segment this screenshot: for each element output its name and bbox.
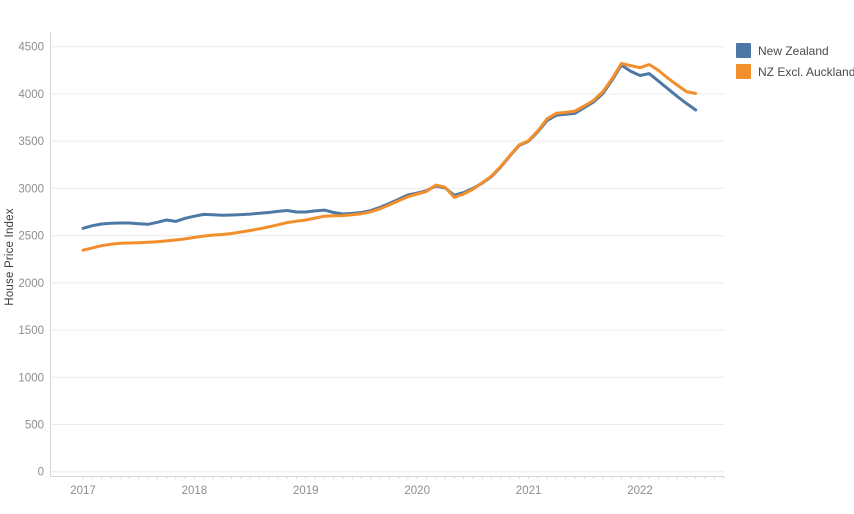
- x-tick-label-2018: 2018: [182, 485, 208, 497]
- y-tick-label-2500: 2500: [18, 231, 44, 243]
- new-zealand-swatch-icon: [736, 43, 751, 58]
- legend-label: New Zealand: [758, 43, 829, 58]
- series-line-nz-excl-auckland[interactable]: [81, 62, 698, 252]
- x-tick-label-2019: 2019: [293, 485, 319, 497]
- y-tick-label-0: 0: [38, 467, 44, 479]
- y-tick-label-1000: 1000: [18, 372, 44, 384]
- x-tick-label-2022: 2022: [627, 485, 653, 497]
- legend-item-nz-excl-auckland[interactable]: NZ Excl. Auckland: [736, 61, 854, 82]
- legend-item-new-zealand[interactable]: New Zealand: [736, 40, 854, 61]
- legend-label: NZ Excl. Auckland: [758, 64, 854, 79]
- x-tick-label-2021: 2021: [516, 485, 542, 497]
- y-tick-label-1500: 1500: [18, 325, 44, 337]
- y-tick-label-500: 500: [25, 419, 44, 431]
- y-tick-label-3000: 3000: [18, 183, 44, 195]
- legend: New Zealand NZ Excl. Auckland: [736, 40, 854, 82]
- x-tick-label-2020: 2020: [404, 485, 430, 497]
- y-tick-label-3500: 3500: [18, 136, 44, 148]
- y-tick-label-2000: 2000: [18, 278, 44, 290]
- x-tick-label-2017: 2017: [70, 485, 96, 497]
- nz-excl-auckland-swatch-icon: [736, 64, 751, 79]
- y-tick-label-4000: 4000: [18, 89, 44, 101]
- y-tick-label-4500: 4500: [18, 42, 44, 54]
